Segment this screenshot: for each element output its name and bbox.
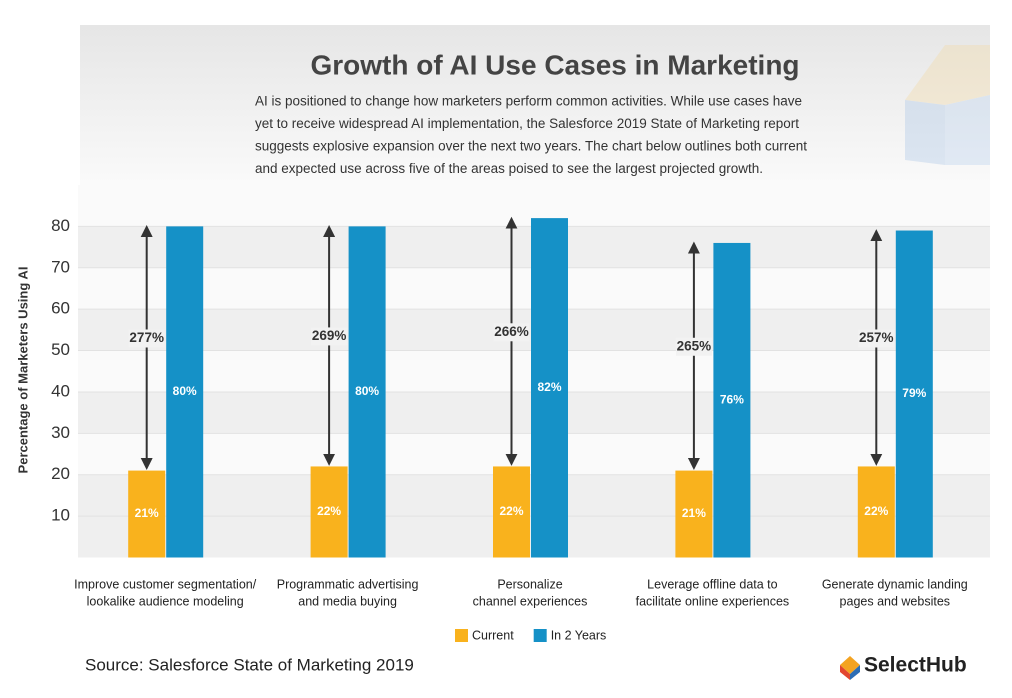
legend-label: In 2 Years	[551, 628, 607, 642]
x-tick-label: pages and websites	[840, 594, 951, 608]
growth-label-bg	[128, 329, 165, 348]
y-axis-label: Percentage of Marketers Using AI	[15, 267, 30, 474]
value-label: 79%	[902, 386, 926, 400]
chart-title: Growth of AI Use Cases in Marketing	[310, 49, 799, 80]
value-label: 82%	[537, 380, 561, 394]
x-tick-label: Generate dynamic landing	[822, 577, 968, 591]
growth-label: 265%	[677, 338, 712, 353]
x-tick-label: lookalike audience modeling	[87, 594, 244, 608]
legend-swatch	[533, 629, 547, 642]
bar	[493, 466, 530, 558]
bar	[675, 470, 713, 558]
value-label: 22%	[864, 504, 888, 518]
bar	[166, 226, 204, 558]
y-tick-label: 10	[51, 506, 70, 525]
value-label: 21%	[682, 506, 706, 520]
x-tick-label: and media buying	[298, 594, 397, 608]
plot: 10 20 30 40 50 60 70 80 21% 80% 277% 22% 80% 269% 22% 8…	[51, 185, 990, 558]
growth-label-bg	[675, 337, 712, 356]
value-label: 80%	[355, 384, 379, 398]
x-tick-label: Programmatic advertising	[277, 577, 419, 591]
source: Source: Salesforce State of Marketing 20…	[85, 655, 414, 674]
bar	[128, 470, 166, 558]
y-tick-label: 70	[51, 257, 70, 276]
bar	[531, 218, 568, 558]
value-label: 21%	[135, 506, 159, 520]
subtitle: AI is positioned to change how marketers…	[255, 94, 807, 177]
legend-label: Current	[472, 628, 514, 642]
x-tick-label: facilitate online experiences	[636, 594, 790, 608]
x-tick-label: channel experiences	[473, 594, 588, 608]
subtitle-line: AI is positioned to change how marketers…	[255, 94, 802, 109]
header-band	[80, 25, 990, 185]
legend-swatch	[455, 629, 468, 642]
bar	[857, 466, 895, 558]
subtitle-line: yet to receive widespread AI implementat…	[255, 116, 799, 131]
x-tick-label: Personalize	[497, 577, 562, 591]
y-tick-label: 80	[51, 216, 70, 235]
growth-label: 277%	[129, 330, 164, 345]
value-label: 22%	[499, 504, 523, 518]
bar	[310, 466, 348, 558]
logo: SelectHub	[864, 654, 967, 677]
bar	[895, 230, 933, 558]
growth-label: 257%	[859, 330, 894, 345]
value-label: 22%	[317, 504, 341, 518]
cube-decoration	[905, 45, 990, 165]
logo-icon	[840, 656, 860, 680]
x-tick-label: Leverage offline data to	[647, 577, 777, 591]
growth-label-bg	[311, 327, 348, 346]
y-tick-label: 50	[51, 340, 70, 359]
value-label: 76%	[720, 392, 744, 406]
growth-label-bg	[858, 329, 895, 348]
subtitle-line: and expected use across five of the area…	[255, 161, 763, 176]
subtitle-line: suggests explosive expansion over the ne…	[255, 139, 807, 154]
value-label: 80%	[173, 384, 197, 398]
growth-label: 269%	[312, 328, 347, 343]
y-tick-label: 40	[51, 381, 70, 400]
growth-label-bg	[493, 323, 530, 342]
bar	[713, 242, 751, 558]
y-tick-label: 60	[51, 299, 70, 318]
y-tick-label: 20	[51, 464, 70, 483]
x-tick-label: Improve customer segmentation/	[74, 577, 257, 591]
growth-label: 266%	[494, 324, 529, 339]
y-tick-label: 30	[51, 423, 70, 442]
bar	[348, 226, 386, 558]
